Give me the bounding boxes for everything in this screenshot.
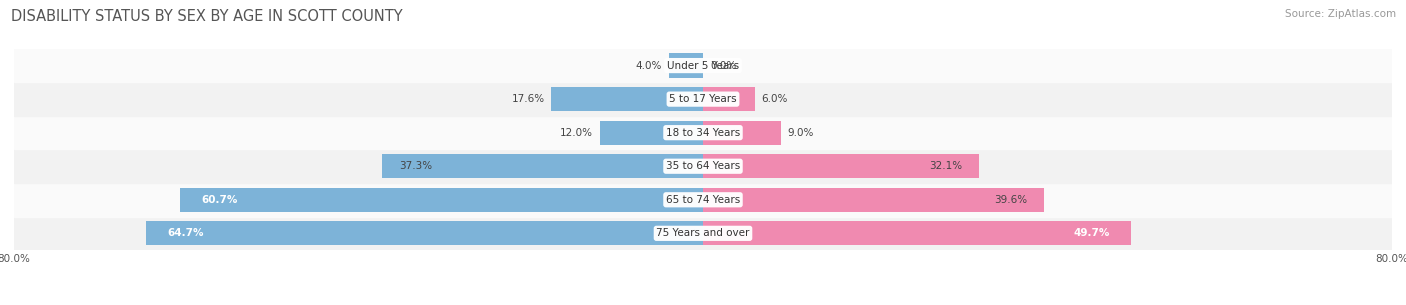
Bar bbox=[382, 154, 703, 178]
Bar bbox=[669, 53, 703, 78]
Text: 12.0%: 12.0% bbox=[560, 128, 593, 138]
Text: 9.0%: 9.0% bbox=[787, 128, 814, 138]
Text: 4.0%: 4.0% bbox=[636, 61, 662, 70]
Bar bbox=[14, 49, 1392, 82]
Text: DISABILITY STATUS BY SEX BY AGE IN SCOTT COUNTY: DISABILITY STATUS BY SEX BY AGE IN SCOTT… bbox=[11, 9, 404, 24]
Bar bbox=[14, 217, 1392, 250]
Bar bbox=[146, 221, 703, 246]
Bar bbox=[703, 87, 755, 111]
Text: Source: ZipAtlas.com: Source: ZipAtlas.com bbox=[1285, 9, 1396, 19]
Bar bbox=[703, 120, 780, 145]
Text: 64.7%: 64.7% bbox=[167, 228, 204, 238]
Bar bbox=[599, 120, 703, 145]
Text: Under 5 Years: Under 5 Years bbox=[666, 61, 740, 70]
Text: 17.6%: 17.6% bbox=[512, 94, 544, 104]
Text: 49.7%: 49.7% bbox=[1073, 228, 1109, 238]
Bar bbox=[14, 183, 1392, 217]
Bar bbox=[551, 87, 703, 111]
Bar bbox=[703, 221, 1130, 246]
Text: 39.6%: 39.6% bbox=[994, 195, 1026, 205]
Text: 32.1%: 32.1% bbox=[929, 161, 962, 171]
Text: 60.7%: 60.7% bbox=[202, 195, 238, 205]
Bar bbox=[14, 149, 1392, 183]
Text: 37.3%: 37.3% bbox=[399, 161, 432, 171]
Text: 5 to 17 Years: 5 to 17 Years bbox=[669, 94, 737, 104]
Text: 35 to 64 Years: 35 to 64 Years bbox=[666, 161, 740, 171]
Text: 75 Years and over: 75 Years and over bbox=[657, 228, 749, 238]
Bar bbox=[180, 188, 703, 212]
Text: 65 to 74 Years: 65 to 74 Years bbox=[666, 195, 740, 205]
Text: 0.0%: 0.0% bbox=[710, 61, 737, 70]
Text: 18 to 34 Years: 18 to 34 Years bbox=[666, 128, 740, 138]
Text: 6.0%: 6.0% bbox=[762, 94, 787, 104]
Bar bbox=[703, 154, 980, 178]
Bar bbox=[703, 188, 1045, 212]
Bar bbox=[14, 116, 1392, 149]
Bar bbox=[14, 82, 1392, 116]
